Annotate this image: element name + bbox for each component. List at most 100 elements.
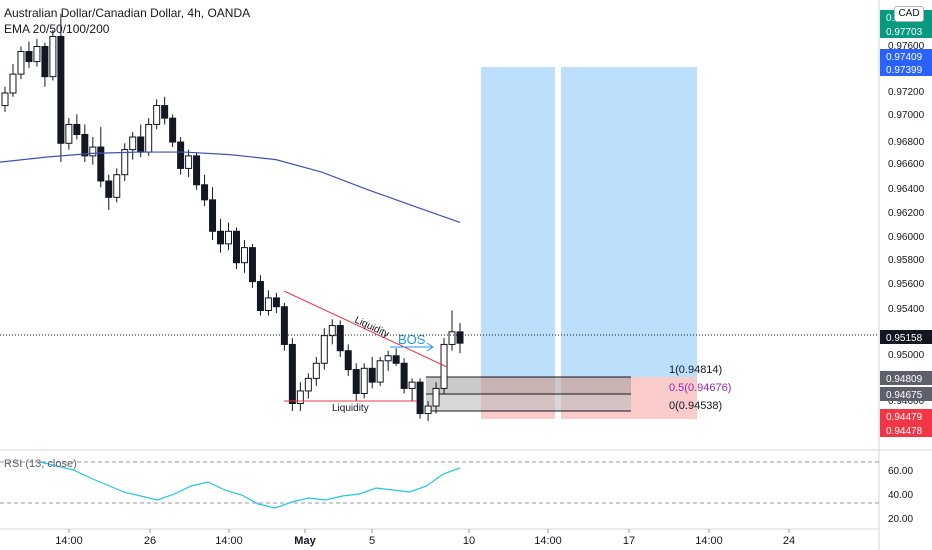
- price-badge: [880, 387, 932, 401]
- candle-body: [49, 35, 57, 78]
- price-tick: 0.97200: [888, 87, 925, 98]
- candle-body: [256, 281, 264, 311]
- fib-retracement[interactable]: 1(0.94814) 0.5(0.94676) 0(0.94538): [426, 364, 731, 412]
- candle-body: [304, 377, 312, 392]
- candle-body: [296, 390, 304, 405]
- candle-body: [177, 141, 185, 169]
- price-tick: 0.95600: [888, 279, 925, 290]
- rsi-legend[interactable]: RSI (13, close): [4, 458, 77, 470]
- candle-body: [336, 325, 344, 352]
- candle-body: [408, 381, 416, 389]
- trendline-liquidity[interactable]: [283, 290, 448, 368]
- price-tick: 0.97600: [888, 41, 925, 52]
- candle-body: [89, 146, 97, 157]
- candle-body: [432, 387, 440, 407]
- ema-200-line: [0, 151, 461, 224]
- price-badge-label: 0.94479: [886, 412, 923, 423]
- price-badge: [880, 62, 932, 76]
- candle-body: [424, 405, 432, 415]
- time-tick: May: [294, 535, 316, 547]
- price-tick: 0.96800: [888, 137, 925, 148]
- price-badge-label: 0.94675: [886, 390, 923, 401]
- price-badge: [880, 409, 932, 423]
- price-tick: 0.94600: [888, 396, 925, 407]
- price-tick: 0.95000: [888, 350, 925, 361]
- price-badge: [880, 423, 932, 437]
- candle-body: [169, 117, 177, 143]
- fib-label-05: 0.5(0.94676): [669, 382, 731, 394]
- rsi-tick: 60.00: [888, 466, 913, 477]
- candle-body: [272, 297, 280, 308]
- time-tick: 5: [369, 535, 375, 547]
- candle-body: [137, 136, 145, 153]
- candle-body: [97, 146, 105, 182]
- price-tick: 0.95400: [888, 304, 925, 315]
- candle-body: [153, 105, 161, 125]
- time-tick: 14:00: [695, 535, 723, 547]
- time-axis[interactable]: 14:00 26 14:00 May 5 10 14:00 17 14:00 24: [55, 529, 795, 547]
- candle-body: [81, 133, 89, 157]
- rsi-tick: 40.00: [888, 490, 913, 501]
- candle-body: [65, 123, 73, 144]
- candlestick-series: [1, 13, 464, 422]
- price-badge-label: 0.95158: [886, 333, 923, 344]
- price-badge-label: 0.97703: [886, 27, 923, 38]
- fib-zone-lower: [426, 394, 631, 411]
- candle-body: [161, 105, 169, 119]
- candle-body: [376, 360, 384, 383]
- candle-body: [33, 45, 41, 63]
- price-badge-label: 0.97399: [886, 65, 923, 76]
- candle-body: [384, 355, 392, 362]
- target-zone-right[interactable]: [561, 67, 697, 377]
- candle-body: [328, 325, 336, 337]
- time-tick: 14:00: [215, 535, 243, 547]
- time-tick: 14:00: [534, 535, 562, 547]
- candle-body: [440, 343, 448, 389]
- price-tick: 0.96000: [888, 232, 925, 243]
- candle-body: [25, 51, 33, 63]
- price-badge-label: 0.94478: [886, 426, 923, 437]
- bos-label: BOS: [398, 332, 426, 347]
- price-axis[interactable]: 0.97600 0.97200 0.97000 0.96800 0.96600 0.964…: [880, 10, 932, 437]
- candle-body: [113, 174, 121, 198]
- candle-body: [185, 155, 193, 169]
- rsi-tick: 20.00: [888, 514, 913, 525]
- time-tick: 26: [144, 535, 156, 547]
- price-tick: 0.96600: [888, 159, 925, 170]
- candle-body: [352, 369, 360, 394]
- rsi-pane[interactable]: 60.00 40.00 20.00: [0, 461, 913, 525]
- candle-body: [129, 136, 137, 151]
- price-tick: 0.96400: [888, 184, 925, 195]
- candle-body: [368, 367, 376, 383]
- time-tick: 17: [623, 535, 635, 547]
- candle-body: [312, 362, 320, 379]
- candle-body: [344, 350, 352, 371]
- currency-badge[interactable]: CAD: [894, 6, 924, 22]
- time-tick: 24: [783, 535, 795, 547]
- candle-body: [392, 355, 400, 364]
- target-zone-left[interactable]: [481, 67, 555, 377]
- candle-body: [217, 230, 225, 245]
- candle-body: [73, 123, 81, 135]
- candle-body: [57, 35, 65, 144]
- candle-body: [416, 381, 424, 415]
- candle-body: [105, 180, 113, 198]
- fib-zone-upper: [426, 377, 631, 394]
- rsi-axis: 60.00 40.00 20.00: [888, 466, 913, 525]
- candle-body: [232, 230, 240, 264]
- symbol-title[interactable]: Australian Dollar/Canadian Dollar, 4h, O…: [4, 6, 251, 20]
- ema-legend[interactable]: EMA 20/50/100/200: [4, 22, 110, 36]
- price-tick: 0.97000: [888, 110, 925, 121]
- liquidity-label-lower: Liquidity: [332, 403, 369, 414]
- price-badge-label: 0.94809: [886, 374, 923, 385]
- candle-body: [17, 51, 25, 75]
- price-tick: 0.95800: [888, 255, 925, 266]
- price-tick: 0.96200: [888, 208, 925, 219]
- price-badge: [880, 330, 932, 344]
- candle-body: [448, 331, 456, 345]
- liquidity-label-upper: Liquidity: [353, 315, 391, 340]
- candle-body: [288, 343, 296, 405]
- candle-body: [240, 247, 248, 264]
- long-position-boxes[interactable]: [481, 67, 697, 419]
